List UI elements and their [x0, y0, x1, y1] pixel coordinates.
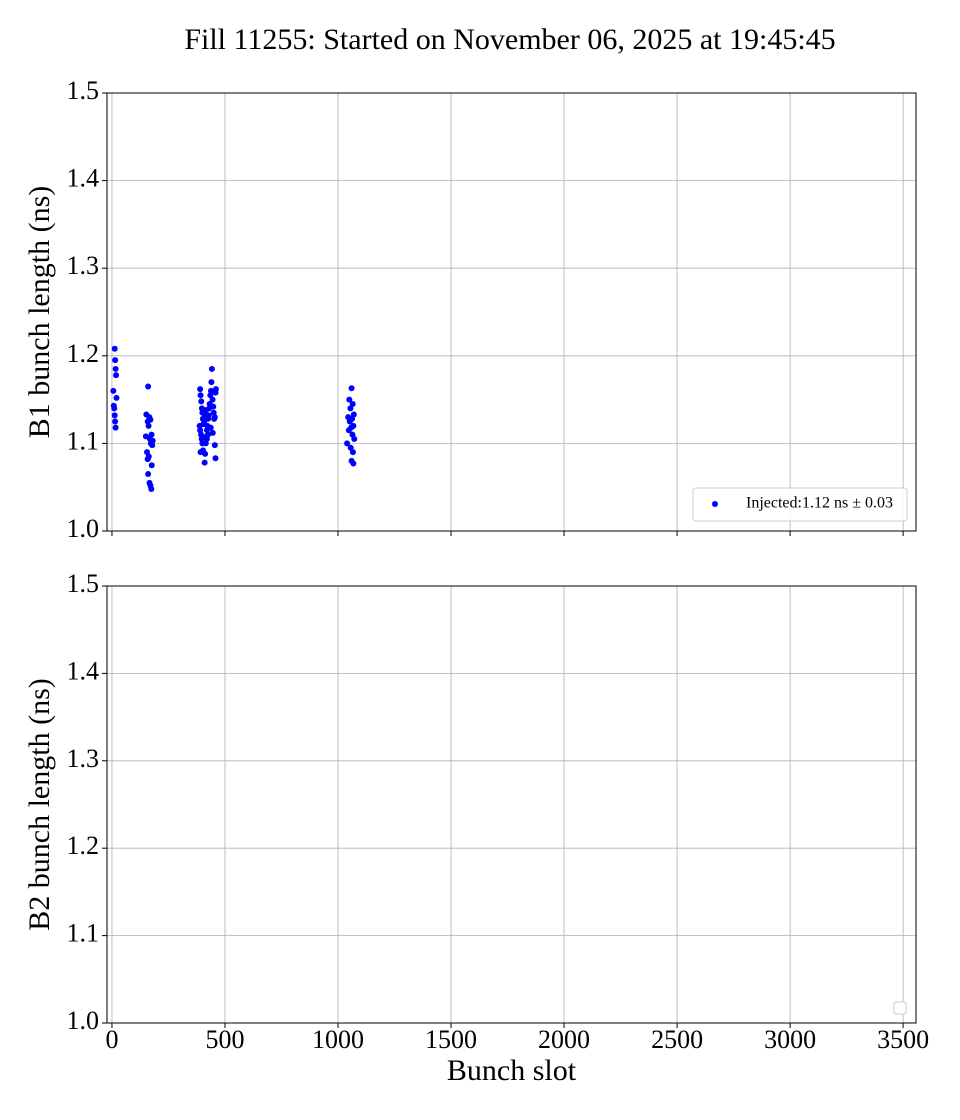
data-point — [202, 450, 209, 457]
y-tick-label: 1.0 — [67, 514, 100, 543]
y-tick-label: 1.0 — [67, 1006, 100, 1035]
data-point — [202, 412, 209, 419]
data-point — [149, 442, 156, 449]
data-point — [148, 485, 155, 492]
data-point — [208, 379, 215, 386]
legend-marker — [712, 501, 718, 507]
data-point — [112, 357, 119, 364]
data-point — [144, 456, 151, 463]
x-tick-label: 0 — [105, 1025, 118, 1054]
data-point — [347, 405, 354, 412]
data-point — [196, 422, 203, 429]
data-point — [205, 431, 212, 438]
data-point — [212, 386, 219, 393]
data-point — [148, 462, 155, 469]
data-point — [145, 471, 152, 478]
y-axis-label: B2 bunch length (ns) — [23, 678, 56, 930]
data-point — [346, 418, 353, 425]
data-point — [203, 407, 210, 414]
data-point — [201, 418, 208, 425]
data-point — [211, 414, 218, 421]
y-tick-label: 1.2 — [67, 339, 100, 368]
y-axis-label: B1 bunch length (ns) — [23, 186, 56, 438]
data-point — [348, 385, 355, 392]
x-tick-label: 1500 — [425, 1025, 477, 1054]
data-point — [349, 449, 356, 456]
y-tick-label: 1.3 — [67, 744, 100, 773]
data-point — [197, 392, 204, 399]
data-point — [207, 424, 214, 431]
chart-title: Fill 11255: Started on November 06, 2025… — [184, 23, 835, 56]
data-point — [145, 383, 152, 390]
data-point — [212, 455, 219, 462]
data-point — [112, 424, 119, 431]
x-tick-label: 1000 — [312, 1025, 364, 1054]
x-tick-label: 3500 — [877, 1025, 929, 1054]
data-point — [345, 427, 352, 434]
data-point — [208, 365, 215, 372]
data-point — [211, 442, 218, 449]
data-point — [112, 418, 119, 425]
data-point — [111, 345, 118, 352]
data-point — [198, 398, 205, 405]
legend-label: Injected:1.12 ns ± 0.03 — [746, 495, 893, 512]
plot-frame — [106, 585, 917, 1024]
data-point — [344, 440, 351, 447]
data-point — [110, 387, 117, 394]
data-point — [209, 429, 216, 436]
data-point — [112, 365, 119, 372]
data-point — [210, 403, 217, 410]
y-tick-label: 1.5 — [67, 76, 100, 105]
x-tick-label: 2500 — [651, 1025, 703, 1054]
y-tick-label: 1.4 — [67, 164, 100, 193]
y-tick-label: 1.4 — [67, 656, 100, 685]
data-point — [145, 422, 152, 429]
data-point — [350, 460, 357, 467]
data-point — [113, 372, 120, 379]
legend-box — [692, 487, 908, 522]
data-point — [207, 387, 214, 394]
x-tick-label: 2000 — [538, 1025, 590, 1054]
y-tick-label: 1.3 — [67, 251, 100, 280]
data-point — [197, 449, 204, 456]
x-axis-label: Bunch slot — [447, 1054, 577, 1087]
data-point — [351, 436, 358, 443]
data-point — [113, 394, 120, 401]
y-tick-label: 1.1 — [67, 426, 100, 455]
data-point — [209, 396, 216, 403]
x-tick-label: 3000 — [764, 1025, 816, 1054]
data-point — [111, 412, 118, 419]
data-point — [197, 386, 204, 393]
series-group — [110, 345, 358, 492]
y-tick-label: 1.1 — [67, 919, 100, 948]
x-tick-label: 500 — [205, 1025, 244, 1054]
data-point — [201, 459, 208, 466]
plot-frame — [106, 92, 917, 532]
y-tick-label: 1.5 — [67, 569, 100, 598]
data-point — [346, 396, 353, 403]
y-tick-label: 1.2 — [67, 831, 100, 860]
legend-box — [893, 1001, 907, 1015]
data-point — [111, 405, 118, 412]
